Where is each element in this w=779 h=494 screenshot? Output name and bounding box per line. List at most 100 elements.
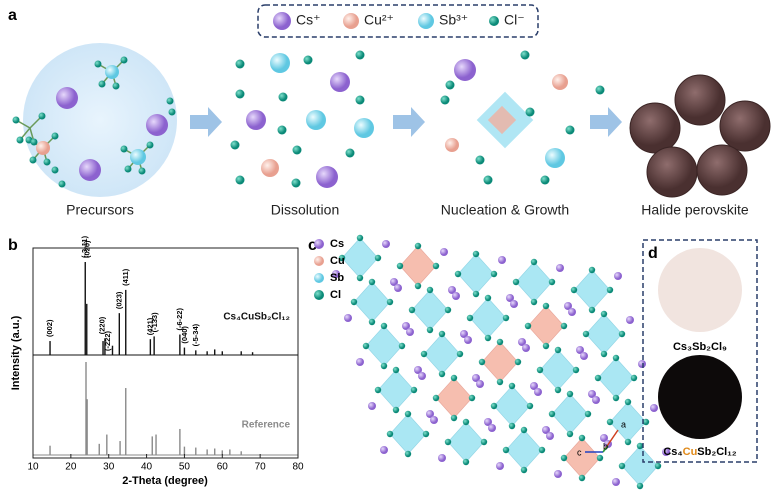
ion	[56, 87, 78, 109]
atom	[496, 378, 504, 386]
peak-label: (-6-22)	[175, 308, 184, 331]
atom	[588, 306, 596, 314]
legend-swatch	[273, 12, 291, 30]
atom	[524, 322, 532, 330]
ion	[316, 166, 338, 188]
process-arrow	[590, 107, 622, 137]
atom	[490, 402, 498, 410]
atom	[344, 314, 352, 322]
atom	[548, 278, 556, 286]
atom	[386, 430, 394, 438]
octahedron	[457, 253, 495, 295]
atom	[662, 448, 670, 456]
atom	[392, 406, 400, 414]
atom	[380, 322, 388, 330]
atom	[362, 342, 370, 350]
ion	[94, 60, 102, 68]
ion	[475, 155, 485, 165]
ion	[445, 80, 455, 90]
ion	[16, 136, 24, 144]
ion	[36, 141, 50, 155]
atom	[440, 248, 448, 256]
panel-label: d	[648, 245, 658, 262]
ion	[79, 159, 101, 181]
atom	[438, 370, 446, 378]
legend-swatch	[343, 13, 359, 29]
atom	[624, 398, 632, 406]
atom	[642, 418, 650, 426]
atom	[450, 374, 458, 382]
ion	[166, 97, 174, 105]
atom	[414, 366, 422, 374]
atom	[404, 410, 412, 418]
atom	[650, 404, 658, 412]
octahedron	[563, 437, 601, 479]
atom	[600, 310, 608, 318]
atom	[572, 366, 580, 374]
atom	[418, 372, 426, 380]
atom	[556, 264, 564, 272]
atom	[402, 322, 410, 330]
atom	[390, 278, 398, 286]
atom	[578, 434, 586, 442]
legend-swatch	[314, 239, 324, 249]
octahedron	[609, 401, 647, 443]
series-label: Cs₄CuSb₂Cl₁₂	[223, 312, 290, 323]
atom	[410, 386, 418, 394]
process-arrow	[393, 107, 425, 137]
atom	[582, 330, 590, 338]
atom	[490, 270, 498, 278]
atom	[600, 350, 608, 358]
atom	[614, 272, 622, 280]
atom	[426, 410, 434, 418]
process-arrow	[190, 107, 222, 137]
ion	[112, 82, 120, 90]
octahedron	[515, 261, 553, 303]
atom	[356, 234, 364, 242]
atom	[600, 434, 608, 442]
ion	[120, 145, 128, 153]
atom	[530, 382, 538, 390]
ion	[130, 149, 146, 165]
legend-label: Cl⁻	[504, 12, 525, 28]
atom	[518, 338, 526, 346]
ion	[565, 125, 575, 135]
atom	[560, 454, 568, 462]
y-axis-label: Intensity (a.u.)	[10, 315, 22, 390]
atom	[438, 454, 446, 462]
atom	[448, 286, 456, 294]
scene	[12, 50, 771, 198]
ion	[545, 148, 565, 168]
ion	[355, 95, 365, 105]
ion	[246, 110, 266, 130]
atom	[630, 374, 638, 382]
atom	[626, 316, 634, 324]
atom	[404, 450, 412, 458]
ion	[124, 165, 132, 173]
atom	[368, 278, 376, 286]
legend-label: Cu²⁺	[364, 12, 394, 28]
ion	[354, 118, 374, 138]
panel-label: c	[308, 237, 317, 254]
atom	[356, 358, 364, 366]
ion	[291, 178, 301, 188]
stage-label: Precursors	[66, 202, 134, 218]
atom	[472, 374, 480, 382]
octahedron	[505, 429, 543, 471]
formula-part: Cu	[683, 446, 698, 458]
atom	[478, 358, 486, 366]
axis-arrow	[602, 445, 609, 453]
sample-box	[642, 239, 758, 463]
ion	[520, 50, 530, 60]
atom	[502, 446, 510, 454]
octahedron	[597, 357, 635, 399]
atom	[484, 418, 492, 426]
atom	[522, 344, 530, 352]
sample-label: Cs₄CuSb₂Cl₁₂	[663, 446, 736, 458]
atom	[530, 298, 538, 306]
atom	[408, 306, 416, 314]
atom	[576, 346, 584, 354]
atom	[548, 410, 556, 418]
legend-swatch	[314, 290, 324, 300]
atom	[444, 438, 452, 446]
